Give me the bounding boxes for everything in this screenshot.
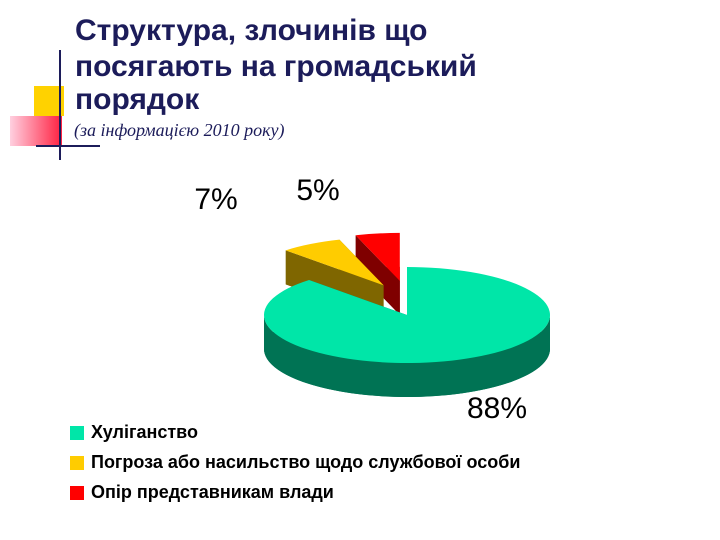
legend-swatch: [70, 426, 84, 440]
data-label: 7%: [194, 183, 237, 216]
title-line: Структура, злочинів що: [75, 14, 428, 47]
title-line: посягають на громадський: [75, 50, 477, 83]
legend-label: Погроза або насильство щодо службової ос…: [91, 452, 520, 472]
slice: [264, 267, 551, 363]
deco-gradient: [10, 116, 62, 146]
data-label: 88%: [467, 392, 527, 425]
legend-swatch: [70, 486, 84, 500]
slice: [355, 232, 400, 281]
slice-wall: [355, 235, 400, 315]
title-line: порядок: [75, 83, 200, 116]
legend-label: Хуліганство: [91, 422, 198, 442]
slice-rim: [264, 315, 550, 397]
legend-swatch: [70, 456, 84, 470]
legend-label: Опір представникам влади: [91, 482, 334, 502]
slice: [285, 239, 384, 286]
data-label: 5%: [296, 174, 339, 207]
subtitle: (за інформацією 2010 року): [74, 120, 285, 141]
